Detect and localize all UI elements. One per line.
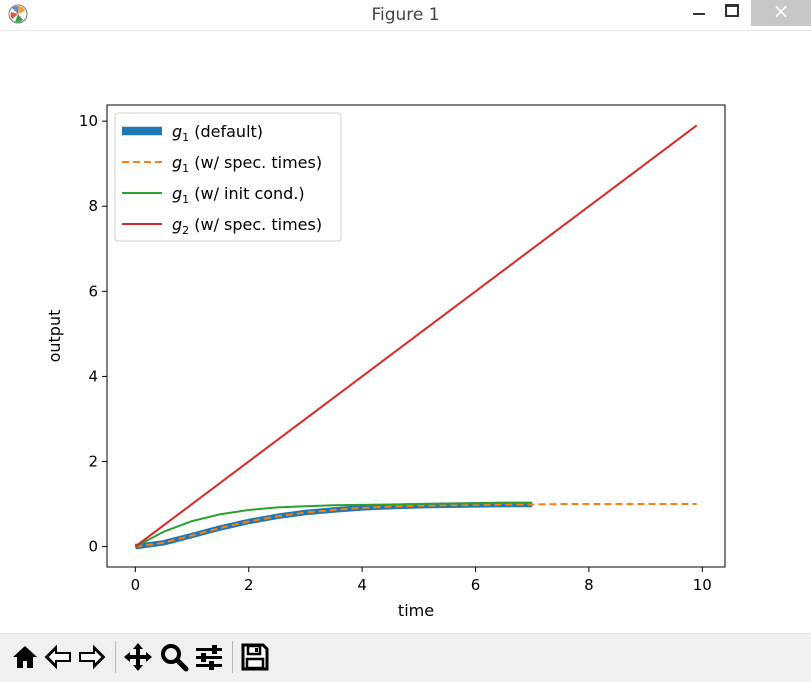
x-tick-label: 8 — [584, 576, 594, 594]
y-tick-label: 6 — [88, 282, 98, 300]
x-tick-label: 4 — [357, 576, 367, 594]
toolbar-separator — [115, 641, 116, 673]
forward-arrow-icon[interactable] — [76, 641, 108, 673]
toolbar-separator — [232, 641, 233, 673]
pan-icon[interactable] — [122, 641, 154, 673]
zoom-icon[interactable] — [158, 641, 190, 673]
y-tick-label: 2 — [88, 452, 98, 470]
minimize-button[interactable] — [685, 0, 715, 26]
series-line-2 — [135, 503, 697, 548]
y-axis-label: output — [45, 310, 64, 363]
legend-label: g1 (w/ init cond.) — [172, 184, 305, 206]
y-tick-label: 0 — [88, 538, 98, 556]
legend-box — [114, 112, 342, 242]
legend-label: g1 (w/ spec. times) — [172, 153, 322, 175]
x-axis-label: time — [398, 601, 434, 620]
plot-lines — [134, 124, 698, 550]
x-tick-label: 10 — [693, 576, 712, 594]
y-tick-label: 10 — [79, 112, 98, 130]
legend: g1 (default) g1 (w/ spec. times) g1 (w/ in… — [114, 112, 342, 242]
series-line-3 — [134, 501, 533, 548]
legend-label: g2 (w/ spec. times) — [172, 215, 322, 237]
close-button[interactable]: × — [751, 0, 811, 26]
close-icon: × — [772, 0, 790, 23]
y-tick-label: 4 — [88, 367, 98, 385]
legend-label: g1 (default) — [172, 122, 263, 144]
x-tick-label: 6 — [471, 576, 481, 594]
x-tick-label: 0 — [131, 576, 141, 594]
configure-subplots-icon[interactable] — [193, 641, 225, 673]
navigation-toolbar — [0, 633, 811, 682]
back-arrow-icon[interactable] — [42, 641, 74, 673]
save-icon[interactable] — [239, 641, 271, 673]
app-icon[interactable] — [8, 4, 28, 24]
y-tick-label: 8 — [88, 197, 98, 215]
axis-ticks: 0 2 4 6 8 10 0 2 4 6 8 10 — [79, 112, 712, 594]
window-title: Figure 1 — [371, 5, 440, 25]
title-bar[interactable]: Figure 1 × — [0, 0, 811, 31]
series-line-4 — [134, 124, 698, 548]
figure-canvas[interactable]: 0 2 4 6 8 10 0 2 4 6 8 10 time output g1 (default) g… — [7, 35, 804, 632]
home-icon[interactable] — [9, 641, 41, 673]
maximize-button[interactable] — [716, 0, 746, 26]
axes-frame — [106, 104, 726, 568]
x-tick-label: 2 — [244, 576, 254, 594]
